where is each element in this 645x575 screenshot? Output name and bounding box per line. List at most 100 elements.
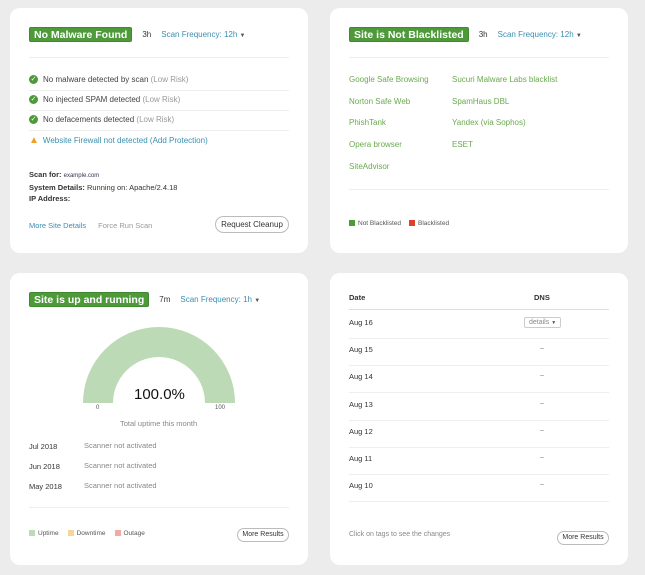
legend-label: Not Blacklisted xyxy=(358,220,401,227)
more-results-button[interactable]: More Results xyxy=(557,531,609,545)
row-dns: – xyxy=(540,399,544,407)
freq-label: Scan Frequency: 12h xyxy=(161,30,238,39)
blacklist-source: ESET xyxy=(452,140,473,150)
status-badge: No Malware Found xyxy=(29,27,133,42)
legend-label: Blacklisted xyxy=(418,220,450,227)
malware-card: No Malware Found 3h Scan Frequency: 12h … xyxy=(10,8,308,253)
legend-item: Uptime xyxy=(29,530,59,537)
legend: Not Blacklisted Blacklisted xyxy=(349,220,457,227)
scan-age: 3h xyxy=(142,30,152,39)
legend-label: Uptime xyxy=(38,530,59,537)
legend-swatch xyxy=(67,530,74,537)
scan-for-label: Scan for: xyxy=(29,170,62,179)
month-label: Jun 2018 xyxy=(29,462,60,471)
uptime-gauge xyxy=(83,327,235,403)
details-dropdown[interactable]: details ▼ xyxy=(524,317,562,328)
scan-frequency-dropdown[interactable]: Scan Frequency: 12h ▼ xyxy=(161,30,245,39)
month-label: Jul 2018 xyxy=(29,442,58,451)
force-run-scan-link[interactable]: Force Run Scan xyxy=(98,221,153,230)
firewall-warning-link[interactable]: ▲ Website Firewall not detected (Add Prot… xyxy=(29,135,208,146)
row-dns: – xyxy=(540,372,544,380)
more-site-details-link[interactable]: More Site Details xyxy=(29,221,87,230)
blacklist-source: PhishTank xyxy=(349,118,386,128)
warning-text: Website Firewall not detected (Add Prote… xyxy=(42,136,208,145)
gauge-max: 100 xyxy=(215,405,226,411)
row-date: Aug 13 xyxy=(349,399,373,409)
check-item: ✓ No injected SPAM detected (Low Risk) xyxy=(29,95,181,105)
scan-frequency-dropdown[interactable]: Scan Frequency: 12h ▼ xyxy=(498,30,582,39)
legend-swatch xyxy=(349,220,355,227)
check-circle-icon: ✓ xyxy=(29,75,38,85)
legend-item: Outage xyxy=(114,530,145,537)
blacklist-source: Sucuri Malware Labs blacklist xyxy=(452,75,558,84)
scan-age: 7m xyxy=(159,295,171,304)
date-header: Date xyxy=(349,293,366,302)
freq-label: Scan Frequency: 1h xyxy=(180,295,252,304)
row-date: Aug 15 xyxy=(349,345,373,355)
more-results-button[interactable]: More Results xyxy=(237,528,289,542)
row-dns: – xyxy=(540,426,544,434)
blacklist-source: SiteAdvisor xyxy=(349,161,390,171)
blacklist-source: Yandex (via Sophos) xyxy=(452,118,526,128)
legend-swatch xyxy=(29,530,35,537)
blacklist-source: Opera browser xyxy=(349,140,402,150)
legend-item: Blacklisted xyxy=(409,220,449,227)
scan-age: 3h xyxy=(478,30,488,39)
card-header: Site is Not Blacklisted 3h Scan Frequenc… xyxy=(349,27,582,42)
site-info: Scan for: example.com System Details: Ru… xyxy=(29,169,177,204)
details-label: details xyxy=(529,319,550,326)
check-item: ✓ No defacements detected (Low Risk) xyxy=(29,115,175,125)
row-dns: – xyxy=(540,454,544,461)
legend: Uptime Downtime Outage xyxy=(29,530,154,537)
legend-label: Downtime xyxy=(76,530,106,537)
scan-frequency-dropdown[interactable]: Scan Frequency: 1h ▼ xyxy=(180,295,260,304)
legend-swatch xyxy=(114,530,121,537)
caret-down-icon: ▼ xyxy=(551,320,557,326)
freq-label: Scan Frequency: 12h xyxy=(497,30,574,39)
blacklist-source: SpamHaus DBL xyxy=(452,96,510,106)
legend-swatch xyxy=(409,220,415,227)
risk-level: (Low Risk) xyxy=(136,115,175,124)
row-date: Aug 10 xyxy=(349,481,373,491)
gauge-fill xyxy=(83,327,235,403)
check-text: No defacements detected xyxy=(43,115,135,124)
caret-down-icon: ▼ xyxy=(575,33,582,39)
month-status: Scanner not activated xyxy=(84,481,157,490)
dns-header: DNS xyxy=(534,293,550,302)
scan-for-value: example.com xyxy=(63,173,100,179)
caret-down-icon: ▼ xyxy=(254,298,261,304)
request-cleanup-button[interactable]: Request Cleanup xyxy=(215,216,289,233)
card-header: No Malware Found 3h Scan Frequency: 12h … xyxy=(29,27,245,42)
system-value: Running on: Apache/2.4.18 xyxy=(86,183,178,192)
uptime-card: Site is up and running 7m Scan Frequency… xyxy=(10,273,308,565)
legend-label: Outage xyxy=(123,530,145,537)
check-text: No injected SPAM detected xyxy=(43,95,141,104)
uptime-percent: 100.0% xyxy=(134,386,185,403)
check-item: ✓ No malware detected by scan (Low Risk) xyxy=(29,75,189,85)
row-date: Aug 16 xyxy=(349,318,373,327)
system-label: System Details: xyxy=(29,183,85,192)
status-badge: Site is up and running xyxy=(29,292,150,307)
dns-card: Date DNS Click on tags to see the change… xyxy=(330,273,628,565)
month-label: May 2018 xyxy=(29,482,62,491)
month-status: Scanner not activated xyxy=(84,441,157,450)
row-dns: – xyxy=(540,345,544,353)
row-date: Aug 11 xyxy=(349,454,373,463)
card-header: Site is up and running 7m Scan Frequency… xyxy=(29,292,260,307)
check-text: No malware detected by scan xyxy=(43,75,149,84)
gauge-caption: Total uptime this month xyxy=(120,419,198,428)
footer-links: More Site Details Force Run Scan xyxy=(29,221,152,230)
legend-item: Not Blacklisted xyxy=(349,220,401,227)
risk-level: (Low Risk) xyxy=(150,75,189,84)
warning-icon: ▲ xyxy=(29,135,39,146)
check-circle-icon: ✓ xyxy=(29,95,38,105)
month-status: Scanner not activated xyxy=(84,461,157,470)
blacklist-card: Site is Not Blacklisted 3h Scan Frequenc… xyxy=(330,8,628,253)
blacklist-source: Norton Safe Web xyxy=(349,96,411,106)
ip-label: IP Address: xyxy=(29,194,71,203)
risk-level: (Low Risk) xyxy=(142,95,181,104)
caret-down-icon: ▼ xyxy=(239,33,246,39)
blacklist-source: Google Safe Browsing xyxy=(349,75,429,84)
gauge-min: 0 xyxy=(96,405,100,411)
row-dns: – xyxy=(540,481,544,489)
